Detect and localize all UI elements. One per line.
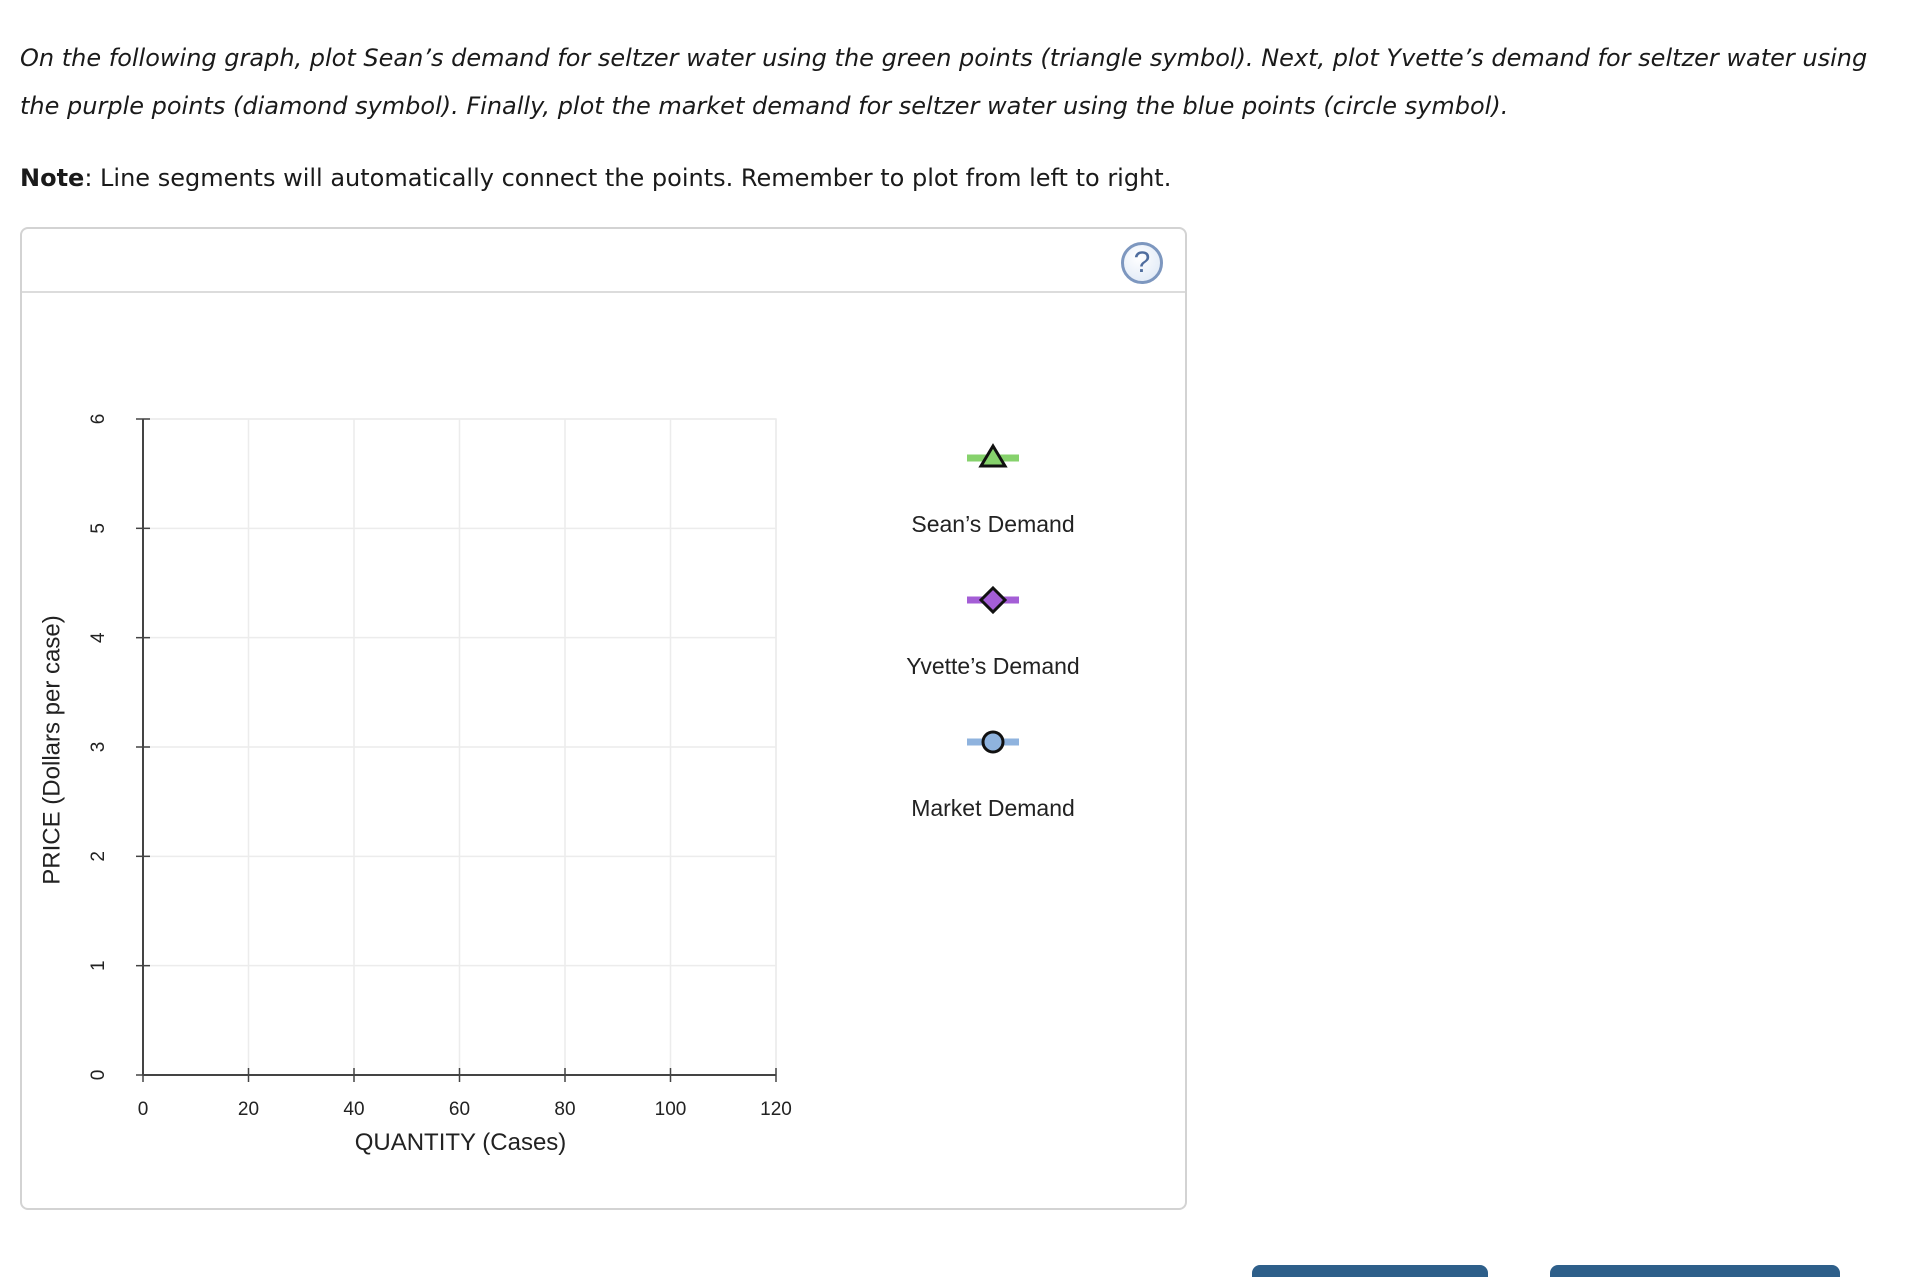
y-tick-label: 6 [88,414,109,425]
x-tick-label: 80 [554,1099,575,1120]
note-text: Note: Line segments will automatically c… [20,154,1880,202]
instructions-text: On the following graph, plot Sean’s dema… [20,44,1868,120]
y-tick-label: 1 [88,960,109,971]
x-tick-label: 20 [238,1099,259,1120]
x-tick-label: 120 [760,1099,792,1120]
x-tick-label: 40 [343,1099,364,1120]
panel-divider [22,291,1185,293]
grade-button[interactable] [1252,1265,1488,1277]
legend-label: Sean’s Demand [911,511,1074,537]
legend-label: Yvette’s Demand [906,653,1079,679]
x-axis-title: QUANTITY (Cases) [355,1129,567,1156]
y-tick-label: 0 [88,1070,109,1081]
y-tick-label: 3 [88,742,109,753]
x-tick-label: 100 [655,1099,687,1120]
note-label: Note [20,164,85,192]
y-tick-label: 4 [88,632,109,643]
diamond-symbol-icon[interactable] [978,585,1008,615]
y-axis-title: PRICE (Dollars per case) [38,615,65,884]
x-tick-label: 60 [449,1099,470,1120]
try-another-button[interactable] [1550,1265,1840,1277]
note-body: : Line segments will automatically conne… [84,164,1172,192]
x-tick-label: 0 [138,1099,149,1120]
circle-symbol-icon[interactable] [981,730,1005,754]
y-tick-label: 2 [88,851,109,862]
y-tick-label: 5 [88,523,109,534]
triangle-symbol-icon[interactable] [978,443,1008,468]
graph-panel: ? [20,227,1187,1210]
legend-label: Market Demand [911,795,1075,821]
help-button[interactable]: ? [1121,242,1163,284]
